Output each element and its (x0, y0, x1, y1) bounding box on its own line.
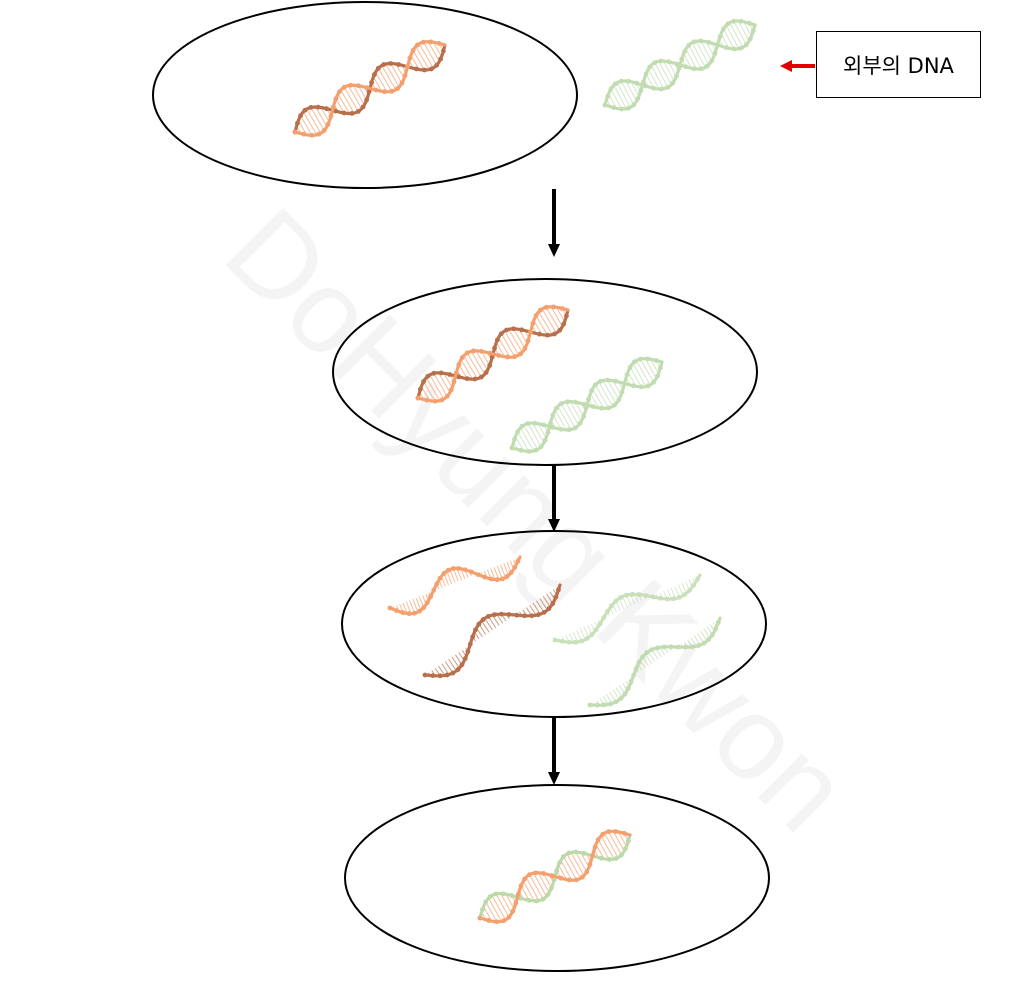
dna-helix-icon (587, 616, 722, 708)
dna-helix-icon (292, 39, 447, 138)
cell-3 (341, 530, 767, 718)
dna-helix-icon (552, 573, 702, 645)
dna-helix-icon (415, 304, 570, 404)
cell-4 (344, 784, 770, 972)
cell-2 (332, 278, 758, 466)
dna-helix-icon (422, 583, 562, 679)
cell-1 (152, 1, 578, 189)
dna-helix-icon (602, 18, 757, 112)
dna-helix-icon (477, 829, 632, 925)
external-dna-label: 외부의 DNA (816, 31, 981, 98)
dna-helix-icon (387, 555, 522, 617)
dna-helix-icon (509, 356, 664, 454)
external-dna-label-text: 외부의 DNA (843, 53, 954, 78)
